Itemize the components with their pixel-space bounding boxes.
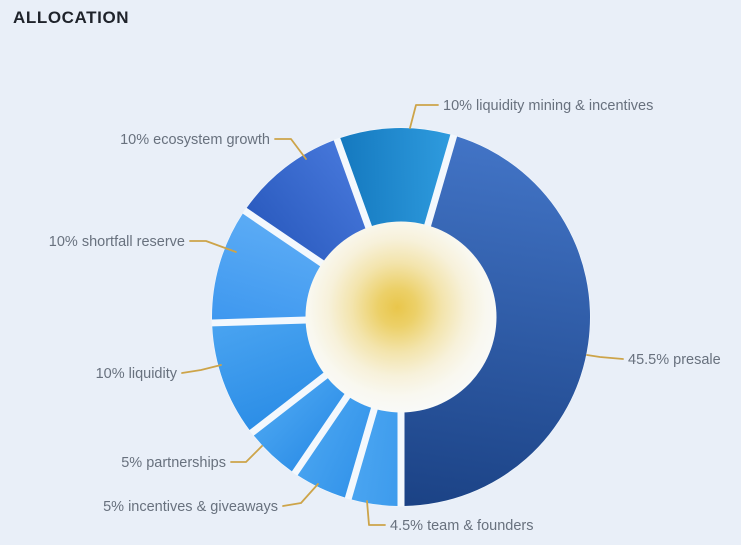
slice-label-presale: 45.5% presale: [628, 352, 721, 368]
slice-team-founders[interactable]: [351, 408, 398, 506]
slice-liquidity[interactable]: [212, 323, 325, 431]
leader-line-liquidity: [181, 364, 222, 374]
leader-line-ecosystem-growth: [274, 138, 307, 160]
page-title: ALLOCATION: [13, 8, 130, 27]
leader-line-team-founders: [366, 500, 386, 526]
slice-label-incentives-giveaways: 5% incentives & giveaways: [103, 499, 278, 515]
leader-line-presale: [586, 354, 624, 360]
donut-center-glow: [305, 221, 497, 413]
slice-label-liquidity: 10% liquidity: [96, 366, 178, 382]
slice-presale[interactable]: [404, 136, 591, 506]
slice-ecosystem-growth[interactable]: [246, 140, 366, 262]
leader-line-incentives-giveaways: [282, 483, 319, 507]
slice-partnerships[interactable]: [253, 377, 346, 472]
slice-liquidity-mining-incentives[interactable]: [340, 128, 451, 228]
leader-line-liquidity-mining-incentives: [409, 104, 439, 129]
slice-incentives-giveaways[interactable]: [297, 396, 372, 498]
slice-label-shortfall-reserve: 10% shortfall reserve: [49, 234, 185, 250]
slice-shortfall-reserve[interactable]: [212, 213, 322, 320]
slice-label-liquidity-mining-incentives: 10% liquidity mining & incentives: [443, 98, 653, 114]
leader-line-partnerships: [230, 445, 263, 463]
slice-label-ecosystem-growth: 10% ecosystem growth: [120, 132, 270, 148]
slice-label-partnerships: 5% partnerships: [121, 455, 226, 471]
leader-line-shortfall-reserve: [189, 240, 237, 253]
slice-label-team-founders: 4.5% team & founders: [390, 518, 533, 534]
